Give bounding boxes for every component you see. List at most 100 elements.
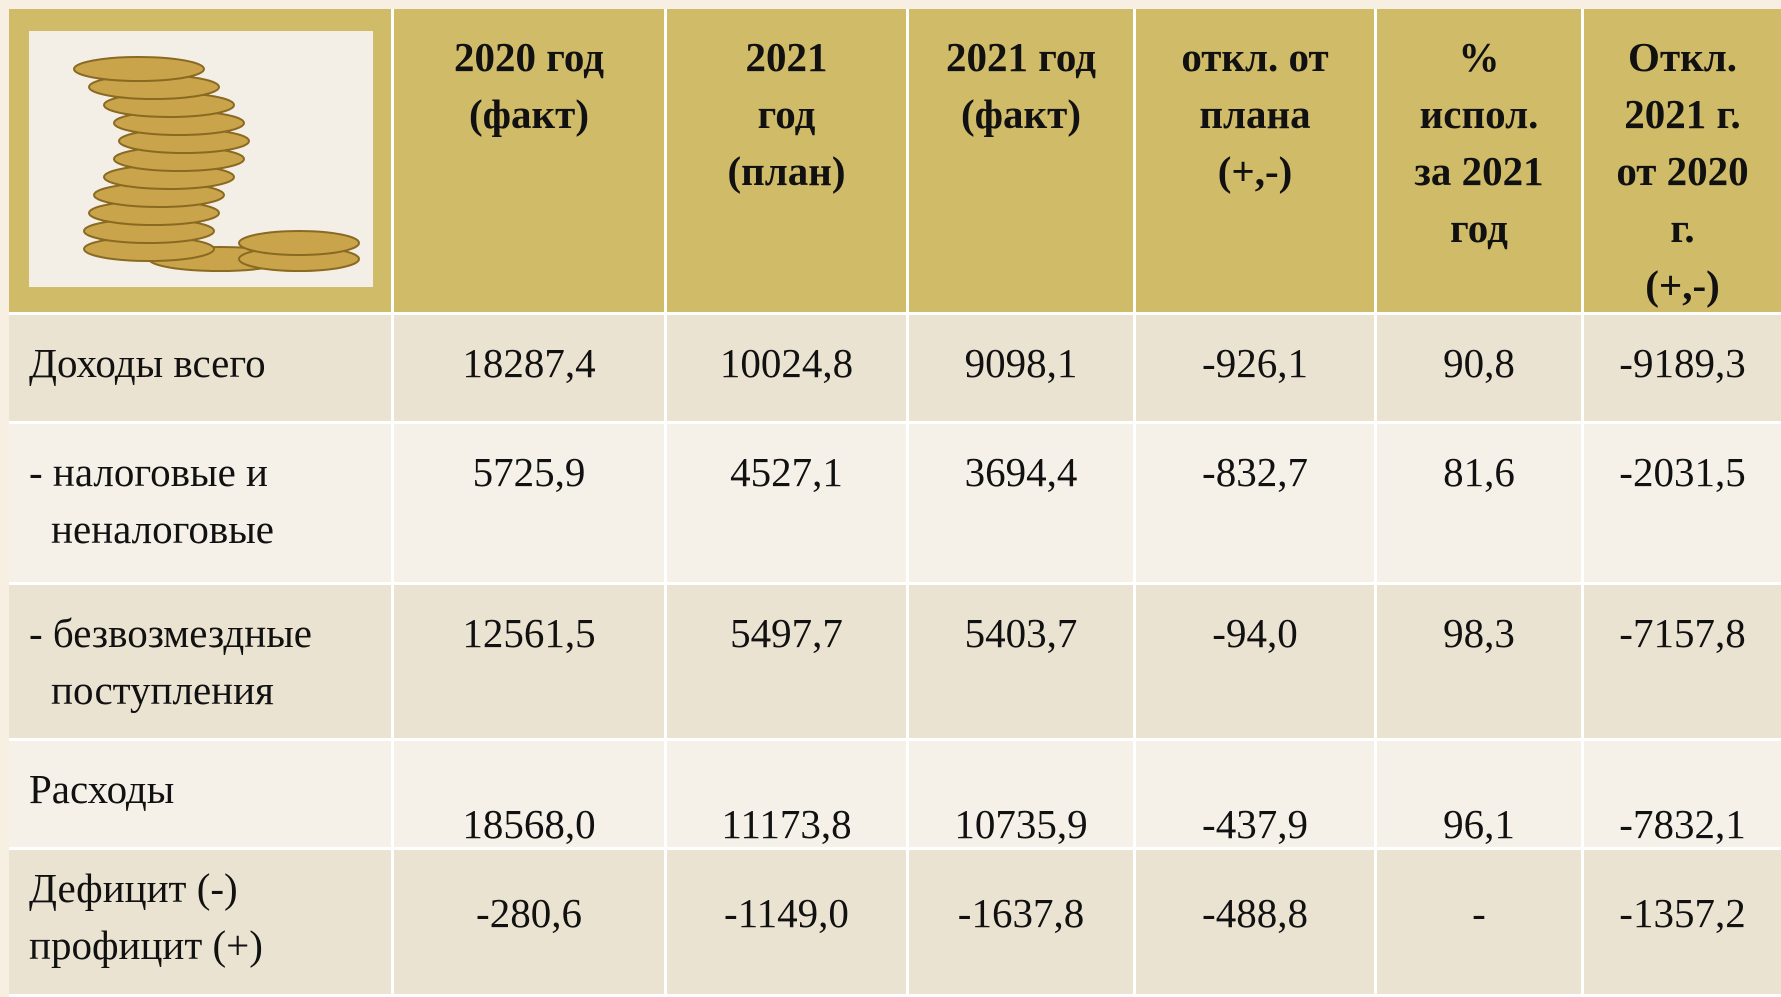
value-text: -94,0 <box>1212 610 1298 656</box>
value-cell: -2031,5 <box>1584 424 1781 585</box>
value-cell: 10735,9 <box>909 741 1136 850</box>
value-text: 5497,7 <box>730 610 843 656</box>
header-text: за 2021 <box>1414 148 1544 194</box>
value-text: 12561,5 <box>462 610 596 656</box>
header-text: (факт) <box>961 91 1081 137</box>
value-cell: 81,6 <box>1377 424 1584 585</box>
value-cell: -832,7 <box>1136 424 1377 585</box>
value-text: 81,6 <box>1443 449 1515 495</box>
value-cell: 5497,7 <box>667 585 909 741</box>
header-text: 2021 год <box>946 34 1096 80</box>
value-cell: -9189,3 <box>1584 315 1781 424</box>
header-text: 2021 <box>745 34 828 80</box>
value-cell: 98,3 <box>1377 585 1584 741</box>
header-text: (план) <box>727 148 846 194</box>
value-text: 3694,4 <box>964 449 1078 495</box>
value-text: 11173,8 <box>721 801 852 847</box>
value-cell: 9098,1 <box>909 315 1136 424</box>
value-cell: 4527,1 <box>667 424 909 585</box>
header-text: испол. <box>1419 91 1539 137</box>
header-cell: Откл. 2021 г. от 2020 г. (+,-) <box>1584 9 1781 315</box>
label-text: Доходы всего <box>29 340 266 386</box>
header-cell: 2020 год (факт) <box>394 9 667 315</box>
header-text: откл. от <box>1181 34 1329 80</box>
header-text: 2021 г. <box>1624 91 1741 137</box>
header-text: (факт) <box>469 91 589 137</box>
value-text: 98,3 <box>1443 610 1515 656</box>
value-cell: 18568,0 <box>394 741 667 850</box>
header-text: 2020 год <box>454 34 604 80</box>
value-cell: -1149,0 <box>667 850 909 997</box>
label-text: Дефицит (-) <box>29 865 238 911</box>
row-label: - налоговые и неналоговые <box>9 424 394 585</box>
value-cell: -94,0 <box>1136 585 1377 741</box>
value-text: 5725,9 <box>472 449 586 495</box>
value-cell: 5403,7 <box>909 585 1136 741</box>
value-text: 4527,1 <box>730 449 843 495</box>
coins-cell <box>9 9 394 315</box>
value-cell: -7157,8 <box>1584 585 1781 741</box>
value-cell: 5725,9 <box>394 424 667 585</box>
header-cell: откл. от плана (+,-) <box>1136 9 1377 315</box>
value-text: 10024,8 <box>719 340 854 386</box>
label-text: - безвозмездные <box>29 610 312 656</box>
label-text: - налоговые и <box>29 449 268 495</box>
value-text: - <box>1472 890 1486 936</box>
value-cell: -280,6 <box>394 850 667 997</box>
value-text: 18287,4 <box>462 340 596 386</box>
header-text: г. <box>1670 205 1695 251</box>
row-label: Расходы <box>9 741 394 850</box>
value-cell: 12561,5 <box>394 585 667 741</box>
value-cell: -926,1 <box>1136 315 1377 424</box>
row-label: - безвозмездные поступления <box>9 585 394 741</box>
header-text: год <box>1450 205 1508 251</box>
value-text: -2031,5 <box>1619 449 1746 495</box>
header-text: год <box>757 91 816 137</box>
header-cell: 2021 год (факт) <box>909 9 1136 315</box>
label-text: Расходы <box>29 766 175 812</box>
value-text: 18568,0 <box>462 801 596 847</box>
value-text: -1149,0 <box>724 890 849 936</box>
header-text: Откл. <box>1628 34 1737 80</box>
value-cell: - <box>1377 850 1584 997</box>
header-text: от 2020 <box>1616 148 1749 194</box>
header-text: % <box>1458 34 1500 80</box>
value-cell: -437,9 <box>1136 741 1377 850</box>
header-text: плана <box>1199 91 1311 137</box>
value-cell: 96,1 <box>1377 741 1584 850</box>
header-cell: 2021 год (план) <box>667 9 909 315</box>
row-label: Доходы всего <box>9 315 394 424</box>
coin-stack <box>73 56 360 272</box>
value-text: -832,7 <box>1202 449 1308 495</box>
coins-image <box>29 31 373 287</box>
header-text: (+,-) <box>1645 262 1720 308</box>
value-text: -1637,8 <box>957 890 1085 936</box>
value-cell: 18287,4 <box>394 315 667 424</box>
value-cell: 11173,8 <box>667 741 909 850</box>
value-text: 5403,7 <box>964 610 1078 656</box>
value-text: -9189,3 <box>1619 340 1746 386</box>
value-cell: -1637,8 <box>909 850 1136 997</box>
header-text: (+,-) <box>1217 148 1293 194</box>
value-text: -280,6 <box>476 890 582 936</box>
value-text: -488,8 <box>1202 890 1308 936</box>
value-cell: -1357,2 <box>1584 850 1781 997</box>
label-text: неналоговые <box>51 506 274 552</box>
value-text: 9098,1 <box>964 340 1078 386</box>
label-text: профицит (+) <box>29 922 263 968</box>
value-text: -7832,1 <box>1619 801 1746 847</box>
value-cell: -488,8 <box>1136 850 1377 997</box>
value-cell: 90,8 <box>1377 315 1584 424</box>
value-cell: 3694,4 <box>909 424 1136 585</box>
value-text: 96,1 <box>1443 801 1515 847</box>
value-text: -7157,8 <box>1619 610 1746 656</box>
value-text: -1357,2 <box>1619 890 1746 936</box>
value-text: -926,1 <box>1202 340 1308 386</box>
value-cell: 10024,8 <box>667 315 909 424</box>
header-cell: % испол. за 2021 год <box>1377 9 1584 315</box>
value-cell: -7832,1 <box>1584 741 1781 850</box>
label-text: поступления <box>51 667 274 713</box>
value-text: 90,8 <box>1443 340 1515 386</box>
